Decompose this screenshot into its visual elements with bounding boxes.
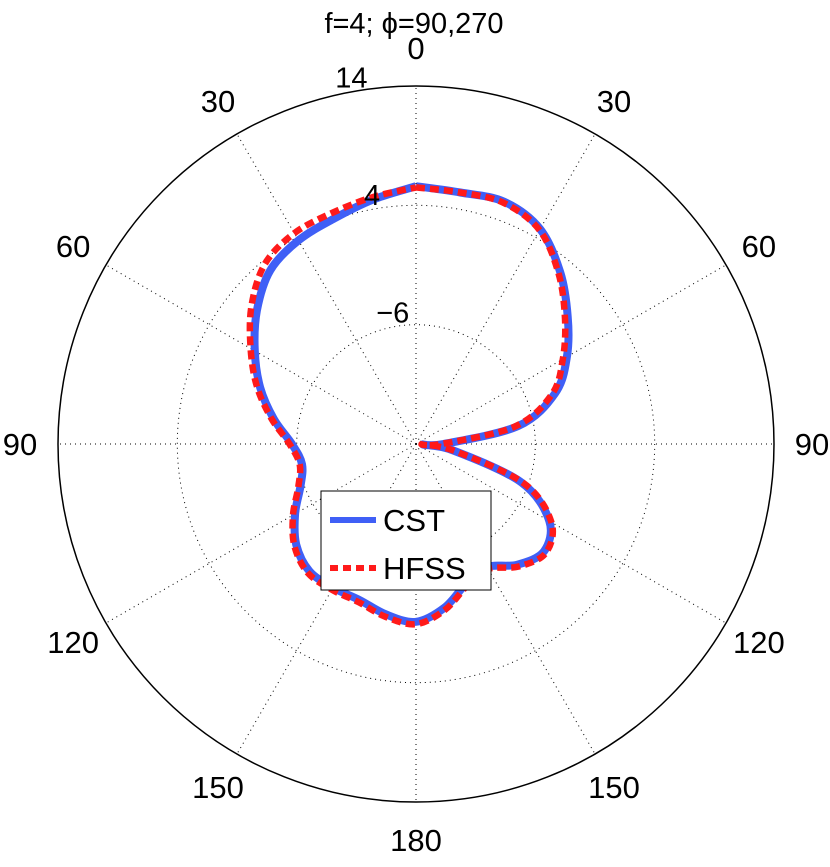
- legend: CST HFSS: [320, 490, 492, 591]
- angle-label-180: 180: [390, 823, 442, 858]
- angle-label-210: 150: [192, 770, 244, 805]
- legend-box: [320, 490, 492, 591]
- angle-label-300: 60: [56, 229, 90, 264]
- axis-labels: 0 30 60 90 120 150 180 150 120 90 60 30 −6 4 14: [3, 31, 829, 858]
- angle-label-120: 120: [733, 625, 785, 660]
- chart-title: f=4; ϕ=90,270: [324, 8, 503, 40]
- radial-label-1: 4: [364, 180, 380, 212]
- angle-label-270: 90: [3, 427, 37, 462]
- outer-ring: [57, 85, 775, 803]
- angle-label-330: 30: [201, 84, 235, 119]
- angle-label-90: 90: [795, 427, 829, 462]
- grid-ring-1: [176, 204, 656, 684]
- angle-label-150: 150: [588, 770, 640, 805]
- polar-grid: [57, 85, 775, 803]
- legend-label-hfss: HFSS: [383, 551, 466, 586]
- radial-label-2: 14: [335, 63, 367, 95]
- angle-label-0: 0: [407, 31, 424, 66]
- radial-label-0: −6: [376, 298, 409, 330]
- angle-label-240: 120: [47, 625, 99, 660]
- angle-label-30: 30: [597, 84, 631, 119]
- series-layer: [246, 182, 573, 628]
- legend-label-cst: CST: [383, 503, 445, 538]
- series-line-hfss: [246, 184, 569, 628]
- angle-label-60: 60: [742, 229, 776, 264]
